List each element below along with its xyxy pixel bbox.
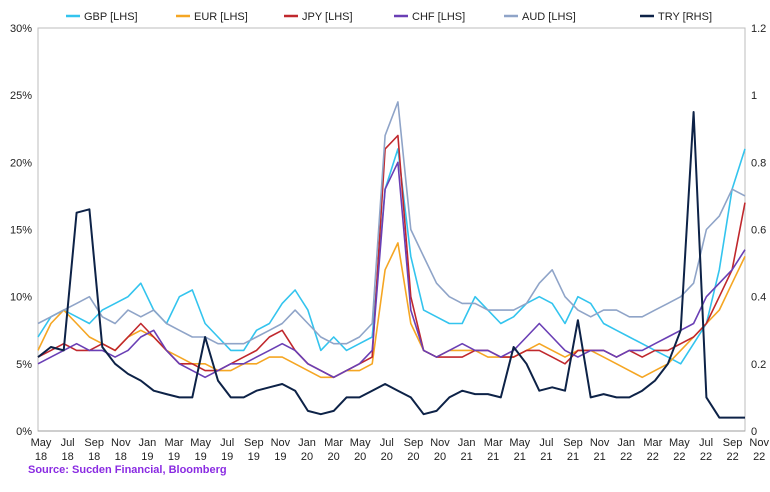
x-tick-label-month: Sep (563, 437, 583, 449)
x-tick-label-year: 19 (221, 451, 233, 463)
x-tick-label-month: Jul (699, 437, 713, 449)
x-tick-label-year: 18 (35, 451, 47, 463)
y-right-tick-label: 1 (751, 90, 757, 102)
x-tick-label-month: Jul (539, 437, 553, 449)
legend-label: EUR [LHS] (194, 11, 248, 23)
x-tick-label-month: Jan (458, 437, 476, 449)
x-tick-label-month: Sep (723, 437, 743, 449)
x-tick-label-month: Jul (380, 437, 394, 449)
legend-label: TRY [RHS] (658, 11, 712, 23)
y-right-tick-label: 1.2 (751, 23, 766, 35)
y-right-tick-label: 0.8 (751, 157, 766, 169)
x-tick-label-year: 21 (593, 451, 605, 463)
x-tick-label-month: Sep (244, 437, 264, 449)
legend-label: JPY [LHS] (302, 11, 353, 23)
legend-label: CHF [LHS] (412, 11, 465, 23)
x-tick-label-month: Nov (590, 437, 610, 449)
source-note: Source: Sucden Financial, Bloomberg (28, 464, 227, 476)
y-left-tick-label: 5% (16, 359, 32, 371)
y-left-tick-label: 15% (10, 225, 32, 237)
x-tick-label-year: 19 (248, 451, 260, 463)
x-tick-label-month: Nov (111, 437, 131, 449)
series-line-chf (37, 161, 746, 379)
x-tick-label-year: 22 (620, 451, 632, 463)
x-tick-label-year: 21 (460, 451, 472, 463)
x-tick-label-year: 22 (673, 451, 685, 463)
y-right-tick-label: 0.6 (751, 225, 766, 237)
x-tick-label-month: Jan (298, 437, 316, 449)
x-tick-label-year: 19 (141, 451, 153, 463)
x-tick-label-month: Mar (324, 437, 343, 449)
x-tick-label-month: Mar (643, 437, 662, 449)
x-tick-label-month: May (669, 437, 690, 449)
x-tick-label-month: Jan (139, 437, 157, 449)
x-tick-label-month: Sep (404, 437, 424, 449)
y-left-tick-label: 30% (10, 23, 32, 35)
x-tick-label-month: Mar (484, 437, 503, 449)
x-tick-label-year: 21 (540, 451, 552, 463)
series-line-try (37, 111, 745, 419)
x-tick-label-year: 21 (514, 451, 526, 463)
y-right-tick-label: 0.4 (751, 292, 766, 304)
series-line-aud (37, 101, 746, 345)
x-tick-label-year: 20 (354, 451, 366, 463)
x-tick-label-month: Nov (271, 437, 291, 449)
x-tick-label-month: Nov (749, 437, 769, 449)
x-tick-label-year: 18 (115, 451, 127, 463)
x-tick-label-month: Sep (84, 437, 104, 449)
y-left-tick-label: 25% (10, 90, 32, 102)
x-tick-label-month: Nov (430, 437, 450, 449)
x-tick-label-month: Jul (61, 437, 75, 449)
x-tick-label-year: 22 (700, 451, 712, 463)
legend-label: AUD [LHS] (522, 11, 576, 23)
plot-area (37, 27, 746, 432)
x-tick-label-year: 21 (487, 451, 499, 463)
x-tick-label-month: May (190, 437, 211, 449)
x-tick-label-month: May (31, 437, 52, 449)
legend-label: GBP [LHS] (84, 11, 138, 23)
x-tick-label-year: 20 (434, 451, 446, 463)
x-tick-label-year: 19 (168, 451, 180, 463)
x-tick-label-year: 18 (61, 451, 73, 463)
x-tick-label-year: 18 (88, 451, 100, 463)
x-tick-label-year: 22 (726, 451, 738, 463)
x-tick-label-year: 20 (301, 451, 313, 463)
x-tick-label-year: 20 (407, 451, 419, 463)
y-left-tick-label: 20% (10, 157, 32, 169)
x-tick-label-month: Mar (165, 437, 184, 449)
x-tick-label-month: Jul (220, 437, 234, 449)
x-tick-label-year: 19 (274, 451, 286, 463)
x-tick-label-year: 22 (753, 451, 765, 463)
y-right-tick-label: 0.2 (751, 359, 766, 371)
x-tick-label-year: 22 (647, 451, 659, 463)
x-tick-label-month: Jan (617, 437, 635, 449)
series-line-eur (37, 242, 746, 379)
x-tick-label-year: 20 (327, 451, 339, 463)
x-tick-label-year: 20 (381, 451, 393, 463)
x-tick-label-year: 19 (194, 451, 206, 463)
x-tick-label-month: May (509, 437, 530, 449)
x-tick-label-year: 21 (567, 451, 579, 463)
y-left-tick-label: 0% (16, 426, 32, 438)
y-left-tick-label: 10% (10, 292, 32, 304)
y-right-tick-label: 0 (751, 426, 757, 438)
x-tick-label-month: May (350, 437, 371, 449)
